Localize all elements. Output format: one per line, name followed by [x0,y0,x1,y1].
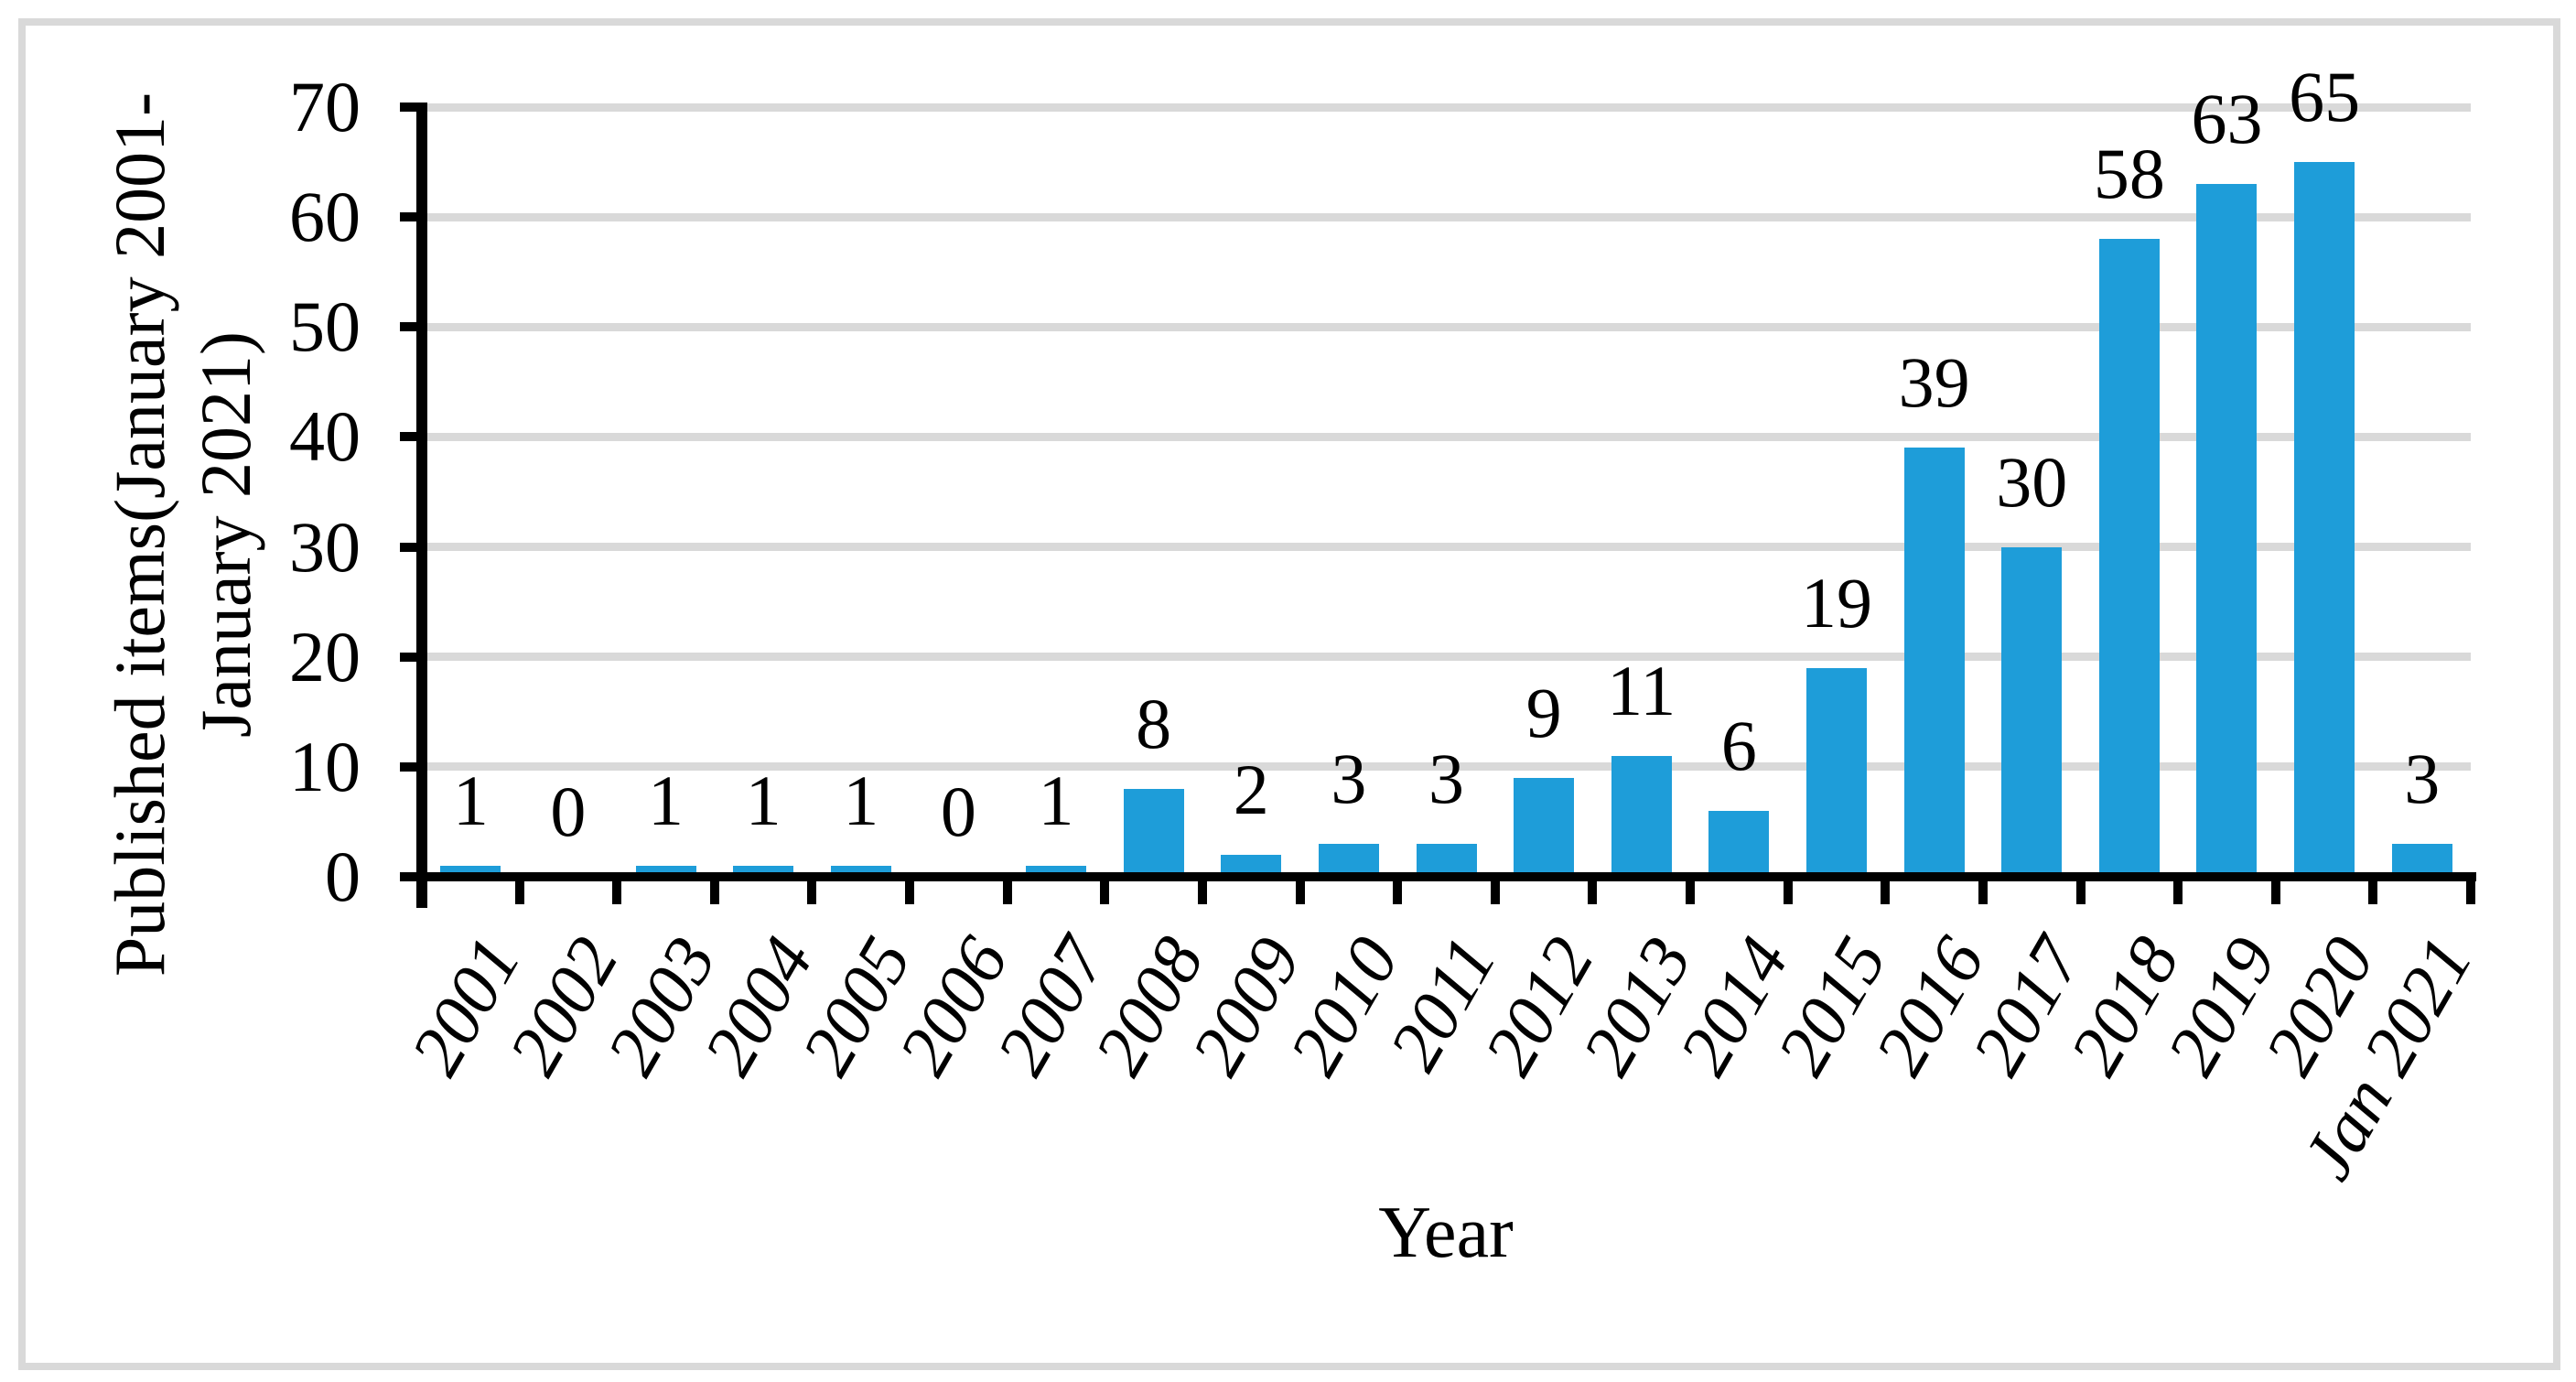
x-tick-mark [1490,877,1500,904]
x-tick-mark [1588,877,1598,904]
bar-value-label-2007: 1 [1038,761,1074,840]
bar-2016 [1903,448,1965,877]
bar-2017 [2001,546,2063,877]
bar-2020 [2294,162,2355,877]
x-tick-mark [2368,877,2378,904]
bar-value-label-2010: 3 [1331,738,1367,818]
x-tick-mark [1978,877,1988,904]
x-tick-mark [612,877,622,904]
y-tick-mark [400,432,422,442]
y-tick-label: 30 [289,506,361,587]
gridline-10 [422,762,2471,772]
gridline-20 [422,653,2471,662]
y-tick-mark [400,761,422,772]
x-tick-mark [2173,877,2183,904]
x-tick-mark [1686,877,1696,904]
y-tick-mark [400,872,422,881]
bar-value-label-jan-2021: 3 [2404,738,2441,818]
bar-value-label-2008: 8 [1136,683,1172,763]
bar-2010 [1318,843,1379,877]
bar-2019 [2196,184,2258,877]
bar-jan-2021 [2391,843,2452,877]
x-tick-mark [514,877,524,904]
bar-value-label-2011: 3 [1428,738,1464,818]
bar-value-label-2018: 58 [2093,134,2165,214]
bar-2014 [1708,810,1770,877]
x-tick-mark [807,877,817,904]
bar-2008 [1123,788,1184,877]
y-tick-label: 20 [289,616,361,696]
gridline-60 [422,212,2471,221]
x-tick-mark [709,877,719,904]
x-tick-mark [1295,877,1305,904]
gridline-40 [422,432,2471,441]
x-tick-mark [905,877,915,904]
bar-2013 [1611,755,1672,877]
bar-value-label-2015: 19 [1800,562,1872,642]
bar-value-label-2001: 1 [452,761,489,840]
bar-value-label-2009: 2 [1233,749,1269,829]
bar-value-label-2004: 1 [745,761,781,840]
bar-value-label-2003: 1 [648,761,684,840]
x-tick-mark [1197,877,1207,904]
x-axis-line [416,872,2476,881]
x-tick-mark [2466,877,2475,904]
y-tick-label: 0 [325,837,361,916]
y-tick-mark [400,212,422,222]
bar-2011 [1416,843,1477,877]
x-tick-mark [417,877,426,904]
y-tick-mark [400,103,422,112]
y-tick-label: 40 [289,396,361,477]
bar-value-label-2002: 0 [550,772,587,851]
x-tick-mark [1783,877,1793,904]
y-tick-label: 10 [289,726,361,806]
bar-value-label-2012: 9 [1525,672,1562,752]
bar-value-label-2020: 65 [2289,57,2361,137]
gridline-70 [422,103,2471,112]
y-tick-mark [400,542,422,552]
bar-value-label-2013: 11 [1607,650,1676,730]
y-tick-label: 70 [289,67,361,146]
x-tick-mark [2075,877,2086,904]
x-tick-mark [1881,877,1891,904]
y-tick-label: 60 [289,177,361,257]
y-axis-line [416,103,427,908]
figure-border [18,18,2560,1370]
plot-area: 1 0 1 1 1 0 1 8 2 3 3 9 11 6 19 39 30 58 63 65 3 [422,61,2471,877]
bar-value-label-2017: 30 [1996,441,2068,522]
x-tick-mark [1002,877,1012,904]
bar-2015 [1805,667,1867,877]
x-axis-title: Year [1378,1193,1514,1273]
bar-2012 [1514,777,1575,877]
gridline-50 [422,322,2471,331]
bar-2018 [2098,239,2160,877]
bar-value-label-2014: 6 [1720,705,1757,785]
bar-value-label-2005: 1 [843,761,879,840]
y-tick-mark [400,322,422,332]
bar-value-label-2019: 63 [2191,79,2263,159]
y-tick-label: 50 [289,286,361,367]
x-tick-mark [1100,877,1110,904]
bar-value-label-2006: 0 [940,772,976,851]
x-tick-mark [2270,877,2280,904]
gridline-30 [422,543,2471,552]
bar-value-label-2016: 39 [1898,342,1970,423]
x-tick-mark [1393,877,1403,904]
y-tick-mark [400,652,422,662]
